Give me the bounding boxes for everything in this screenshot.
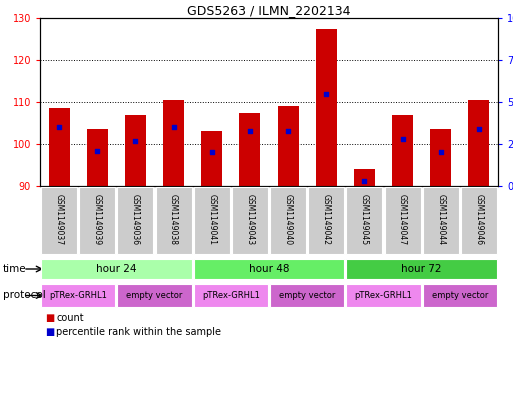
Bar: [125, 115, 146, 186]
Point: [360, 178, 368, 184]
FancyBboxPatch shape: [194, 187, 230, 253]
FancyBboxPatch shape: [232, 187, 268, 253]
Point: [208, 149, 216, 156]
Bar: [430, 129, 451, 186]
FancyBboxPatch shape: [41, 259, 191, 279]
Text: GSM1149045: GSM1149045: [360, 194, 369, 245]
Point: [322, 90, 330, 97]
Text: percentile rank within the sample: percentile rank within the sample: [56, 327, 222, 337]
Point: [55, 124, 63, 130]
Point: [284, 127, 292, 134]
FancyBboxPatch shape: [461, 187, 497, 253]
FancyBboxPatch shape: [423, 284, 497, 307]
Bar: [278, 106, 299, 186]
FancyBboxPatch shape: [41, 284, 115, 307]
Text: GSM1149037: GSM1149037: [54, 194, 64, 245]
Bar: [468, 100, 489, 186]
Point: [437, 149, 445, 156]
Text: hour 72: hour 72: [401, 264, 442, 274]
Text: hour 48: hour 48: [249, 264, 289, 274]
Bar: [392, 115, 413, 186]
Text: GSM1149046: GSM1149046: [475, 194, 483, 245]
Point: [399, 136, 407, 142]
Text: empty vector: empty vector: [279, 291, 336, 300]
FancyBboxPatch shape: [80, 187, 115, 253]
Bar: [240, 112, 261, 186]
Text: GSM1149044: GSM1149044: [436, 194, 445, 245]
Text: GSM1149040: GSM1149040: [284, 194, 292, 245]
FancyBboxPatch shape: [308, 187, 344, 253]
Point: [131, 138, 140, 144]
FancyBboxPatch shape: [194, 284, 268, 307]
FancyBboxPatch shape: [270, 187, 306, 253]
Text: pTRex-GRHL1: pTRex-GRHL1: [202, 291, 260, 300]
Text: GSM1149042: GSM1149042: [322, 194, 331, 244]
FancyBboxPatch shape: [385, 187, 421, 253]
FancyBboxPatch shape: [155, 187, 191, 253]
FancyBboxPatch shape: [117, 284, 191, 307]
Title: GDS5263 / ILMN_2202134: GDS5263 / ILMN_2202134: [187, 4, 351, 17]
Bar: [49, 108, 70, 186]
Bar: [201, 131, 222, 186]
FancyBboxPatch shape: [346, 259, 497, 279]
Bar: [163, 100, 184, 186]
Text: pTRex-GRHL1: pTRex-GRHL1: [49, 291, 107, 300]
Point: [475, 126, 483, 132]
FancyBboxPatch shape: [117, 187, 153, 253]
Text: GSM1149036: GSM1149036: [131, 194, 140, 245]
Text: GSM1149043: GSM1149043: [245, 194, 254, 245]
Text: hour 24: hour 24: [96, 264, 136, 274]
Text: GSM1149039: GSM1149039: [93, 194, 102, 245]
FancyBboxPatch shape: [270, 284, 344, 307]
Text: empty vector: empty vector: [126, 291, 183, 300]
Bar: [316, 29, 337, 186]
Text: time: time: [3, 264, 26, 274]
Point: [246, 127, 254, 134]
FancyBboxPatch shape: [346, 187, 382, 253]
FancyBboxPatch shape: [194, 259, 344, 279]
Text: ■: ■: [45, 313, 54, 323]
Text: GSM1149047: GSM1149047: [398, 194, 407, 245]
Text: GSM1149038: GSM1149038: [169, 194, 178, 244]
Point: [169, 124, 177, 130]
FancyBboxPatch shape: [41, 187, 77, 253]
Text: pTRex-GRHL1: pTRex-GRHL1: [354, 291, 412, 300]
Bar: [354, 169, 375, 186]
FancyBboxPatch shape: [423, 187, 459, 253]
Text: empty vector: empty vector: [431, 291, 488, 300]
Text: GSM1149041: GSM1149041: [207, 194, 216, 244]
Bar: [87, 129, 108, 186]
Text: count: count: [56, 313, 84, 323]
FancyBboxPatch shape: [346, 284, 421, 307]
Point: [93, 148, 102, 154]
Text: protocol: protocol: [3, 290, 45, 301]
Text: ■: ■: [45, 327, 54, 337]
